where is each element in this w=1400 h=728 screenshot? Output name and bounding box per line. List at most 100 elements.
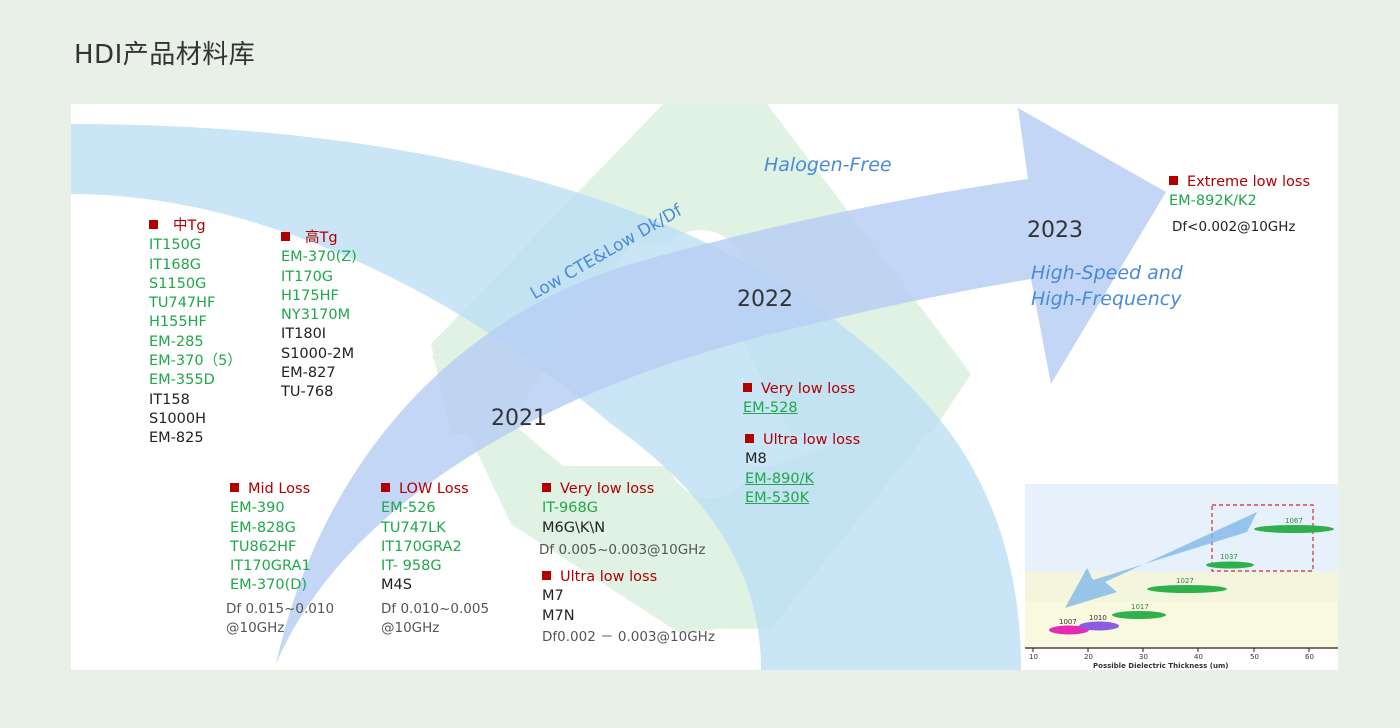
material-item: EM-526 (381, 500, 436, 517)
bullet-square-icon (745, 434, 754, 443)
x-tick: 30 (1139, 653, 1148, 661)
year-2022: 2022 (737, 287, 793, 312)
group-title: 高Tg (281, 229, 357, 248)
material-item: IT158 (149, 391, 190, 408)
df-note: Df0.002 － 0.003@10GHz (542, 628, 715, 645)
group-title: Mid Loss (230, 480, 334, 499)
material-item: IT170GRA1 (230, 558, 311, 575)
year-2021: 2021 (491, 406, 547, 431)
bullet-square-icon (542, 483, 551, 492)
bullet-square-icon (381, 483, 390, 492)
x-axis-label: Possible Dielectric Thickness (um) (1093, 662, 1228, 670)
slogan-high-speed-2: High-Frequency (1031, 288, 1182, 310)
group-title: 中Tg (149, 217, 242, 236)
material-item: S1000-2M (281, 345, 355, 362)
slogan-halogen-free: Halogen-Free (764, 154, 892, 176)
material-item: EM-370(Z) (281, 249, 357, 266)
material-item: S1000H (149, 410, 207, 427)
series-point-1017 (1112, 611, 1166, 619)
material-item: EM-285 (149, 333, 204, 350)
bullet-square-icon (230, 483, 239, 492)
material-item: EM-355D (149, 372, 215, 389)
growth-arrow (276, 108, 1166, 664)
material-item: IT168G (149, 256, 202, 273)
material-item: IT170G (281, 268, 334, 285)
material-item: EM-828G (230, 519, 296, 536)
df-note: @10GHz (381, 620, 440, 637)
df-note: Df<0.002@10GHz (1172, 218, 1296, 235)
group-title: Ultra low loss (542, 568, 715, 587)
group-mid-tg: 中Tg IT150G IT168G S1150G TU747HF H155HF … (149, 217, 242, 449)
series-point-1027 (1147, 585, 1227, 593)
group-ultra-low-loss-2022: Ultra low loss M8 EM-890/K EM-530K (745, 431, 860, 508)
material-item: H155HF (149, 314, 207, 331)
series-point-1007 (1049, 625, 1089, 635)
x-tick: 60 (1305, 653, 1314, 661)
material-item: M4S (381, 577, 412, 594)
material-item: M6G\K\N (542, 519, 606, 536)
series-point-1067 (1254, 525, 1334, 533)
material-item: TU-768 (281, 384, 334, 401)
bullet-square-icon (743, 383, 752, 392)
group-ultra-low-loss-2021: Ultra low loss M7 M7N Df0.002 － 0.003@10… (542, 568, 715, 647)
x-tick: 40 (1194, 653, 1203, 661)
x-tick: 10 (1029, 653, 1038, 661)
material-item: EM-370(D) (230, 577, 308, 594)
point-label: 1067 (1285, 517, 1303, 525)
point-label: 1017 (1131, 603, 1149, 611)
series-point-1037 (1206, 561, 1254, 569)
material-item: IT180I (281, 326, 327, 343)
material-item: IT150G (149, 237, 202, 254)
material-item: NY3170M (281, 307, 351, 324)
bullet-square-icon (1169, 176, 1178, 185)
glass-style-inset-chart: 10 20 30 40 50 60 Possible Dielectric Th… (1025, 484, 1338, 670)
bullet-square-icon (542, 571, 551, 580)
series-point-1010 (1079, 621, 1119, 631)
material-item: M8 (745, 451, 767, 468)
diagram-background (71, 104, 1166, 670)
material-item: IT170GRA2 (381, 538, 462, 555)
material-item: EM-825 (149, 430, 204, 447)
bullet-square-icon (281, 232, 290, 241)
year-2023: 2023 (1027, 218, 1083, 243)
group-very-low-loss-2022: Very low loss EM-528 (743, 380, 855, 419)
material-item: EM-370（5） (149, 353, 242, 370)
material-item: IT-968G (542, 500, 598, 517)
material-item: EM-892K/K2 (1169, 193, 1257, 210)
material-item: EM-390 (230, 500, 285, 517)
material-item: TU747LK (381, 519, 446, 536)
material-item: EM-890/K (745, 470, 814, 487)
group-title: Extreme low loss (1169, 173, 1310, 192)
inset-chart-svg: 10 20 30 40 50 60 Possible Dielectric Th… (1025, 484, 1338, 670)
group-extreme-low-loss-2023: Extreme low loss EM-892K/K2 Df<0.002@10G… (1169, 173, 1310, 237)
group-title: LOW Loss (381, 480, 489, 499)
point-label: 1037 (1220, 553, 1238, 561)
group-title: Very low loss (743, 380, 855, 399)
material-item: H175HF (281, 287, 339, 304)
df-note: @10GHz (226, 620, 285, 637)
material-item: TU862HF (230, 538, 297, 555)
material-item: EM-827 (281, 365, 336, 382)
point-label: 1007 (1059, 618, 1077, 626)
material-item: M7N (542, 607, 575, 624)
material-item: EM-528 (743, 400, 798, 417)
bullet-square-icon (149, 220, 158, 229)
x-tick: 50 (1250, 653, 1259, 661)
df-note: Df 0.005~0.003@10GHz (539, 541, 706, 558)
df-note: Df 0.015~0.010 (226, 600, 335, 617)
page-title: HDI产品材料库 (74, 40, 256, 70)
group-very-low-loss-2021: Very low loss IT-968G M6G\K\N Df 0.005~0… (539, 480, 706, 560)
point-label: 1010 (1089, 614, 1107, 622)
material-item: IT- 958G (381, 558, 442, 575)
material-item: M7 (542, 588, 564, 605)
trend-arrow-icon (1065, 512, 1257, 608)
material-item: EM-530K (745, 489, 810, 506)
point-label: 1027 (1176, 577, 1194, 585)
slogan-high-speed-1: High-Speed and (1031, 262, 1183, 284)
group-low-loss: LOW Loss EM-526 TU747LK IT170GRA2 IT- 95… (381, 480, 489, 638)
group-high-tg: 高Tg EM-370(Z) IT170G H175HF NY3170M IT18… (281, 229, 357, 403)
group-mid-loss: Mid Loss EM-390 EM-828G TU862HF IT170GRA… (226, 480, 334, 638)
curved-band-arrow (71, 124, 1021, 670)
x-tick: 20 (1084, 653, 1093, 661)
material-item: S1150G (149, 275, 207, 292)
